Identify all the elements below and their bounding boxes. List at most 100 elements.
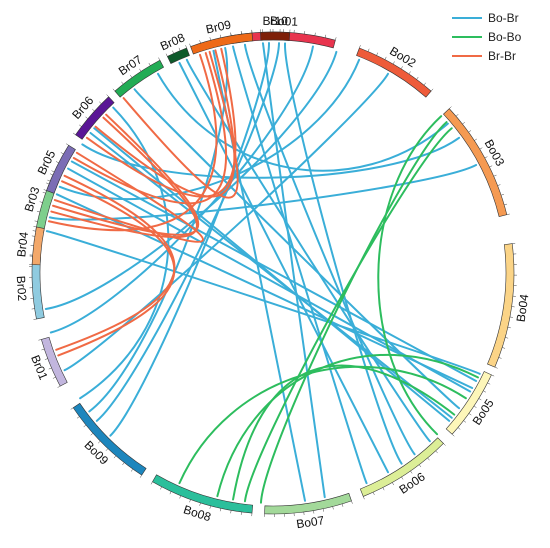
tick-mark <box>55 161 59 164</box>
tick-mark <box>367 48 370 52</box>
tick-mark <box>468 413 472 416</box>
tick-mark <box>418 464 422 468</box>
link-br-br <box>55 174 176 351</box>
tick-mark <box>83 424 87 428</box>
tick-mark <box>70 407 74 410</box>
chromosome-label-bo01: Bo01 <box>270 14 299 29</box>
tick-mark <box>506 213 510 215</box>
tick-mark <box>105 448 109 451</box>
tick-mark <box>449 106 452 109</box>
chromosome-band-br05 <box>46 144 76 194</box>
tick-mark <box>484 156 488 159</box>
tick-mark <box>332 506 334 510</box>
tick-mark <box>76 416 80 419</box>
tick-mark <box>72 132 76 135</box>
tick-mark <box>401 476 404 480</box>
legend-label-br-br: Br-Br <box>488 49 516 63</box>
tick-mark <box>209 37 211 41</box>
tick-mark <box>158 57 161 61</box>
tick-mark <box>179 495 182 499</box>
tick-mark <box>502 347 506 349</box>
tick-mark <box>416 76 419 80</box>
tick-mark <box>65 143 69 146</box>
tick-mark <box>473 405 477 408</box>
chromosome-br02: Br02 <box>14 255 45 320</box>
tick-mark <box>509 316 513 318</box>
link-bo-br <box>232 45 368 485</box>
chromosome-band-bo04 <box>487 243 515 368</box>
tick-mark <box>443 443 446 446</box>
legend-item-bo-bo: Bo-Bo <box>452 30 522 44</box>
tick-mark <box>219 508 222 512</box>
tick-mark <box>85 116 89 119</box>
link-bo-br <box>133 88 461 410</box>
chromosome-label-br09: Br09 <box>205 17 233 36</box>
tick-mark <box>36 210 40 213</box>
link-bo-br <box>95 42 281 422</box>
chromosome-br04: Br04 <box>14 226 45 266</box>
chromosome-label-bo04: Bo04 <box>514 293 532 323</box>
tick-mark <box>335 37 337 41</box>
chromosome-band-bo06 <box>359 437 444 497</box>
chromosome-br07: Br07 <box>112 52 165 98</box>
link-br-br <box>94 49 236 198</box>
tick-mark <box>112 88 116 92</box>
tick-mark <box>468 130 472 133</box>
chromosome-band-bo03 <box>442 108 508 217</box>
tick-mark <box>498 357 502 359</box>
chromosome-bo03: Bo03 <box>442 106 510 217</box>
chromosome-band-bo09 <box>72 402 147 476</box>
tick-mark <box>38 339 42 341</box>
link-bo-bo <box>243 127 453 503</box>
chromosome-band-br08 <box>166 47 190 64</box>
chromosome-band-bo07 <box>264 492 352 515</box>
tick-mark <box>52 376 56 379</box>
tick-mark <box>41 348 45 351</box>
tick-mark <box>493 174 497 177</box>
link-bo-br <box>79 106 170 400</box>
tick-mark <box>39 201 43 203</box>
chromosome-bo02: Bo02 <box>356 44 434 98</box>
legend-label-bo-bo: Bo-Bo <box>488 30 522 44</box>
tick-mark <box>130 74 133 78</box>
chromosome-label-bo08: Bo08 <box>182 502 213 524</box>
tick-mark <box>34 220 38 222</box>
tick-mark <box>32 230 36 232</box>
link-bo-br <box>44 50 338 310</box>
link-bo-br <box>58 58 361 201</box>
tick-mark <box>451 434 455 437</box>
tick-mark <box>359 45 361 49</box>
tick-mark <box>230 510 232 514</box>
tick-mark <box>33 318 37 320</box>
tick-mark <box>42 191 46 194</box>
chromosome-band-bo08 <box>152 474 254 514</box>
chromosome-br10: Br10 <box>259 14 291 41</box>
tick-mark <box>392 61 395 65</box>
tick-mark <box>169 491 172 495</box>
link-br-br <box>72 52 227 205</box>
tick-mark <box>351 500 353 504</box>
tick-mark <box>400 66 403 70</box>
chromosome-band-br09 <box>190 32 254 55</box>
tick-mark <box>427 457 430 461</box>
tick-mark <box>57 385 61 388</box>
link-br-br <box>85 47 237 198</box>
tick-mark <box>121 81 124 85</box>
tick-mark <box>501 193 505 196</box>
link-bo-br <box>89 131 453 419</box>
tick-mark <box>463 420 467 423</box>
chromosome-label-br02: Br02 <box>14 275 30 301</box>
link-bo-br <box>157 72 449 172</box>
link-bo-br <box>243 43 416 456</box>
tick-mark <box>150 481 153 485</box>
tick-mark <box>474 138 477 141</box>
chromosome-bo06: Bo06 <box>359 437 446 500</box>
chromosome-label-br03: Br03 <box>22 185 43 214</box>
tick-mark <box>199 502 201 506</box>
tick-mark <box>494 366 498 369</box>
tick-mark <box>189 43 191 47</box>
link-bo-br <box>63 72 389 372</box>
tick-mark <box>505 337 509 339</box>
tick-mark <box>478 398 482 401</box>
link-bo-br <box>212 49 307 502</box>
